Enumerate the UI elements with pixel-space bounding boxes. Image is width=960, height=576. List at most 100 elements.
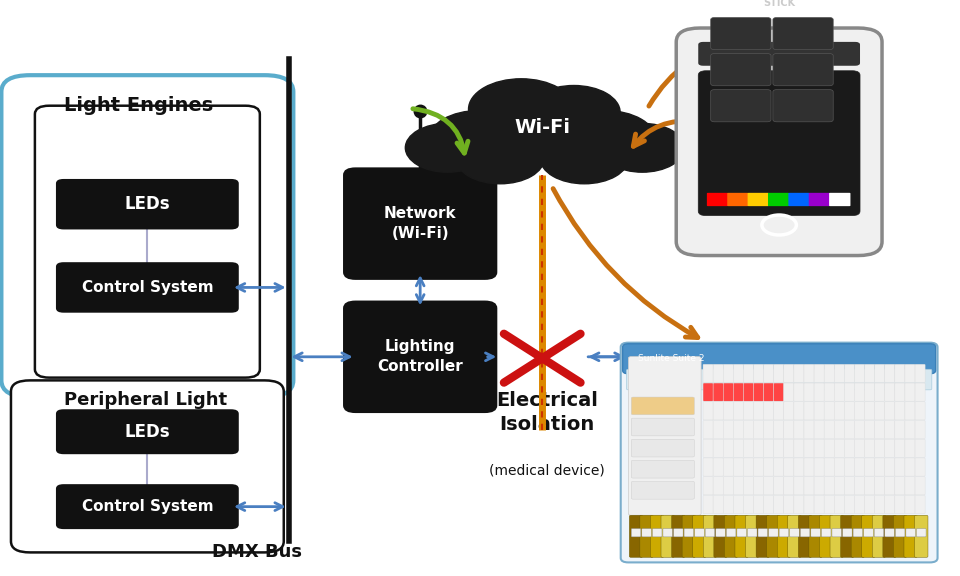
FancyBboxPatch shape <box>825 495 834 514</box>
FancyBboxPatch shape <box>703 401 713 420</box>
FancyBboxPatch shape <box>895 495 905 514</box>
FancyBboxPatch shape <box>845 420 854 439</box>
Text: Control System: Control System <box>82 499 213 514</box>
FancyBboxPatch shape <box>754 383 763 401</box>
FancyBboxPatch shape <box>748 193 769 206</box>
FancyBboxPatch shape <box>788 516 802 558</box>
FancyBboxPatch shape <box>693 516 707 558</box>
FancyBboxPatch shape <box>841 516 854 558</box>
FancyBboxPatch shape <box>834 383 845 401</box>
FancyBboxPatch shape <box>814 364 825 382</box>
FancyBboxPatch shape <box>783 477 794 495</box>
FancyBboxPatch shape <box>783 383 794 401</box>
FancyBboxPatch shape <box>794 383 804 401</box>
FancyBboxPatch shape <box>743 477 754 495</box>
FancyBboxPatch shape <box>642 529 652 537</box>
FancyBboxPatch shape <box>905 420 915 439</box>
FancyBboxPatch shape <box>713 439 723 457</box>
FancyBboxPatch shape <box>743 439 754 457</box>
FancyBboxPatch shape <box>906 529 916 537</box>
FancyBboxPatch shape <box>825 458 834 476</box>
FancyBboxPatch shape <box>767 516 780 558</box>
FancyBboxPatch shape <box>854 383 865 401</box>
FancyBboxPatch shape <box>875 439 885 457</box>
FancyBboxPatch shape <box>834 477 845 495</box>
FancyBboxPatch shape <box>854 439 865 457</box>
FancyBboxPatch shape <box>783 401 794 420</box>
FancyBboxPatch shape <box>713 458 723 476</box>
FancyBboxPatch shape <box>799 516 812 558</box>
FancyBboxPatch shape <box>632 529 641 537</box>
Text: (medical device): (medical device) <box>490 464 605 478</box>
FancyBboxPatch shape <box>865 383 875 401</box>
FancyBboxPatch shape <box>895 458 905 476</box>
FancyBboxPatch shape <box>773 54 833 86</box>
FancyBboxPatch shape <box>825 477 834 495</box>
FancyBboxPatch shape <box>854 364 865 382</box>
FancyBboxPatch shape <box>706 529 715 537</box>
FancyBboxPatch shape <box>895 383 905 401</box>
Text: Peripheral Light: Peripheral Light <box>63 391 227 409</box>
FancyBboxPatch shape <box>875 383 885 401</box>
FancyBboxPatch shape <box>794 420 804 439</box>
FancyBboxPatch shape <box>825 364 834 382</box>
FancyBboxPatch shape <box>703 364 713 382</box>
FancyBboxPatch shape <box>773 17 833 50</box>
FancyBboxPatch shape <box>703 420 713 439</box>
FancyBboxPatch shape <box>885 383 895 401</box>
FancyBboxPatch shape <box>834 458 845 476</box>
FancyBboxPatch shape <box>56 484 239 529</box>
FancyBboxPatch shape <box>896 529 905 537</box>
FancyBboxPatch shape <box>885 420 895 439</box>
FancyBboxPatch shape <box>703 495 713 514</box>
FancyBboxPatch shape <box>885 495 895 514</box>
FancyBboxPatch shape <box>763 477 774 495</box>
FancyBboxPatch shape <box>783 364 794 382</box>
FancyBboxPatch shape <box>716 529 726 537</box>
FancyBboxPatch shape <box>804 420 814 439</box>
FancyBboxPatch shape <box>653 529 662 537</box>
FancyBboxPatch shape <box>915 383 925 401</box>
FancyBboxPatch shape <box>854 495 865 514</box>
FancyBboxPatch shape <box>703 383 713 401</box>
FancyBboxPatch shape <box>834 420 845 439</box>
Circle shape <box>456 132 544 184</box>
FancyBboxPatch shape <box>865 458 875 476</box>
FancyBboxPatch shape <box>905 458 915 476</box>
FancyBboxPatch shape <box>629 357 701 516</box>
FancyBboxPatch shape <box>698 42 860 66</box>
FancyBboxPatch shape <box>733 439 743 457</box>
FancyBboxPatch shape <box>865 495 875 514</box>
FancyBboxPatch shape <box>11 380 284 552</box>
FancyBboxPatch shape <box>814 458 825 476</box>
FancyBboxPatch shape <box>723 420 733 439</box>
FancyBboxPatch shape <box>845 495 854 514</box>
FancyBboxPatch shape <box>748 529 757 537</box>
FancyBboxPatch shape <box>713 477 723 495</box>
Circle shape <box>600 123 684 172</box>
FancyBboxPatch shape <box>683 516 696 558</box>
FancyBboxPatch shape <box>1 75 294 397</box>
FancyBboxPatch shape <box>834 364 845 382</box>
FancyBboxPatch shape <box>754 420 763 439</box>
FancyBboxPatch shape <box>794 364 804 382</box>
FancyBboxPatch shape <box>344 168 496 279</box>
FancyBboxPatch shape <box>905 401 915 420</box>
FancyBboxPatch shape <box>768 193 789 206</box>
FancyBboxPatch shape <box>763 364 774 382</box>
FancyBboxPatch shape <box>743 364 754 382</box>
FancyBboxPatch shape <box>707 193 729 206</box>
Circle shape <box>468 79 574 140</box>
FancyBboxPatch shape <box>895 401 905 420</box>
FancyBboxPatch shape <box>778 516 791 558</box>
FancyBboxPatch shape <box>723 477 733 495</box>
FancyBboxPatch shape <box>763 439 774 457</box>
FancyBboxPatch shape <box>783 458 794 476</box>
FancyBboxPatch shape <box>704 516 717 558</box>
FancyBboxPatch shape <box>684 529 694 537</box>
FancyBboxPatch shape <box>804 401 814 420</box>
FancyBboxPatch shape <box>915 477 925 495</box>
FancyBboxPatch shape <box>632 418 694 436</box>
FancyBboxPatch shape <box>854 477 865 495</box>
FancyBboxPatch shape <box>885 458 895 476</box>
